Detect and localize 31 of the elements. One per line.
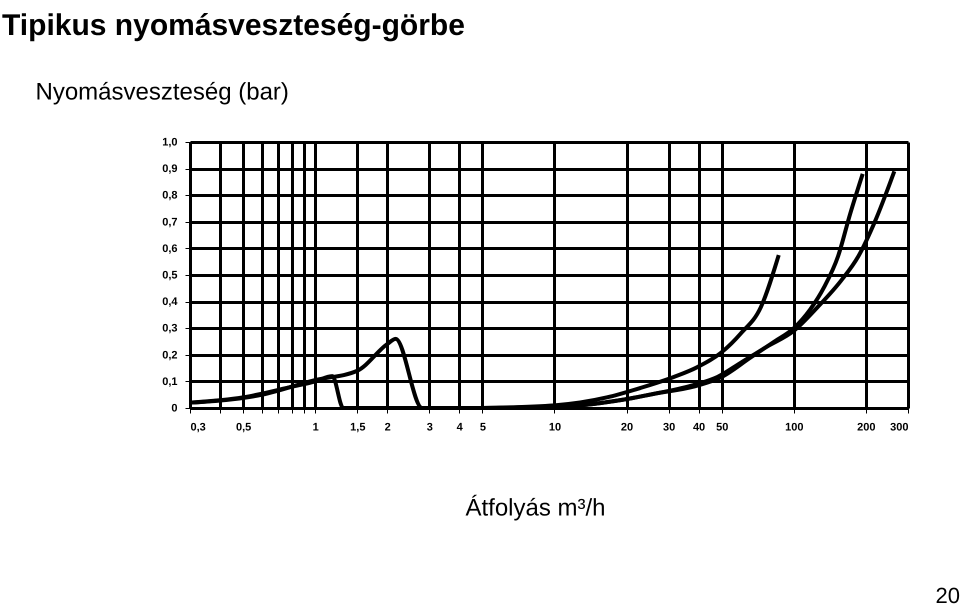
- x-tick-label: 3: [426, 422, 433, 434]
- text: 20: [936, 583, 960, 608]
- y-tick-label: 0,4: [162, 296, 178, 308]
- x-tick-label: 100: [785, 422, 804, 434]
- x-tick-label: 10: [548, 422, 562, 434]
- y-tick-label: 1,0: [162, 136, 178, 148]
- y-tick-label: 0,8: [162, 190, 178, 202]
- chart-title: Tipikus nyomásveszteség-görbe: [2, 9, 465, 42]
- x-tick-label: 40: [692, 422, 706, 434]
- y-tick-label: 0,6: [162, 242, 178, 255]
- y-tick-label: 0,5: [162, 270, 178, 282]
- x-tick-label: 1,5: [350, 422, 366, 434]
- x-tick-label: 30: [663, 422, 676, 434]
- x-tick-label: 50: [716, 422, 728, 434]
- x-tick-label: 200: [857, 422, 876, 434]
- y-tick-label: 0,1: [162, 376, 178, 388]
- x-tick-label: 20: [620, 422, 634, 434]
- x-tick-label: 4: [456, 422, 464, 434]
- y-tick-label: 0,3: [162, 322, 178, 335]
- y-tick-label: 0,2: [162, 349, 178, 362]
- y-tick-label: 0,9: [162, 163, 178, 176]
- x-tick-label: 5: [480, 422, 486, 434]
- x-axis-title: Átfolyás m³/h: [465, 494, 606, 522]
- x-tick-label: 0,3: [190, 422, 206, 434]
- y-tick-label: 0: [171, 402, 178, 414]
- y-axis-title: Nyomásveszteség (bar): [36, 78, 289, 106]
- y-tick-label: 0,7: [162, 216, 178, 228]
- x-tick-label: 300: [890, 422, 908, 434]
- x-tick-label: 2: [384, 422, 391, 434]
- x-tick-label: 1: [312, 422, 319, 434]
- x-tick-label: 0,5: [236, 422, 252, 434]
